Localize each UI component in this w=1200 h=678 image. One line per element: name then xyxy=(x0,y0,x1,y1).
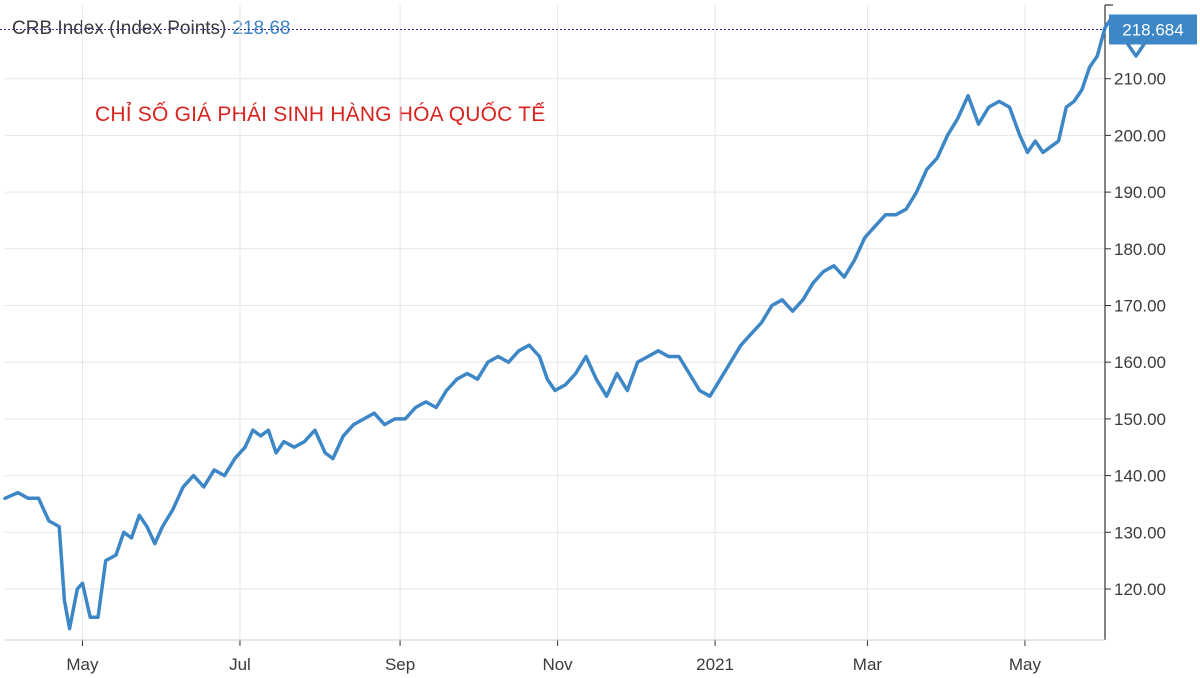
y-tick-label: 150.00 xyxy=(1114,410,1166,429)
x-tick-label: Sep xyxy=(385,655,415,674)
y-tick-label: 200.00 xyxy=(1114,126,1166,145)
y-tick-label: 140.00 xyxy=(1114,467,1166,486)
y-tick-label: 170.00 xyxy=(1114,296,1166,315)
x-tick-label: May xyxy=(1009,655,1042,674)
y-tick-label: 190.00 xyxy=(1114,183,1166,202)
x-axis-labels: May Jul Sep Nov 2021 Mar May xyxy=(66,655,1041,674)
x-tick-label: May xyxy=(66,655,99,674)
y-axis-labels: 120.00 130.00 140.00 150.00 160.00 170.00 180.… xyxy=(1114,70,1166,599)
y-tick-label: 120.00 xyxy=(1114,580,1166,599)
x-tick-label: Mar xyxy=(853,655,883,674)
y-tick-label: 160.00 xyxy=(1114,353,1166,372)
chart-annotation: CHỈ SỐ GIÁ PHÁI SINH HÀNG HÓA QUỐC TẾ xyxy=(95,103,546,126)
series-layer xyxy=(0,14,1154,631)
last-value-badge-bg xyxy=(1109,14,1197,45)
grid xyxy=(5,5,1105,640)
last-value-label: 218.68 xyxy=(232,18,291,39)
y-tick-label: 210.00 xyxy=(1114,70,1166,89)
last-value-badge-text: 218.684 xyxy=(1122,20,1183,39)
x-tick-label: 2021 xyxy=(696,655,734,674)
x-tick-label: Nov xyxy=(542,655,573,674)
series-label: CRB Index (Index Points) xyxy=(12,18,227,39)
series-line xyxy=(3,14,1154,631)
y-tick-label: 180.00 xyxy=(1114,240,1166,259)
y-tick-label: 130.00 xyxy=(1114,523,1166,542)
x-tick-label: Jul xyxy=(229,655,251,674)
last-value-badge: 218.684 xyxy=(1109,14,1197,45)
chart-header: CRB Index (Index Points) 218.68 xyxy=(12,18,291,40)
axes xyxy=(5,4,1113,646)
